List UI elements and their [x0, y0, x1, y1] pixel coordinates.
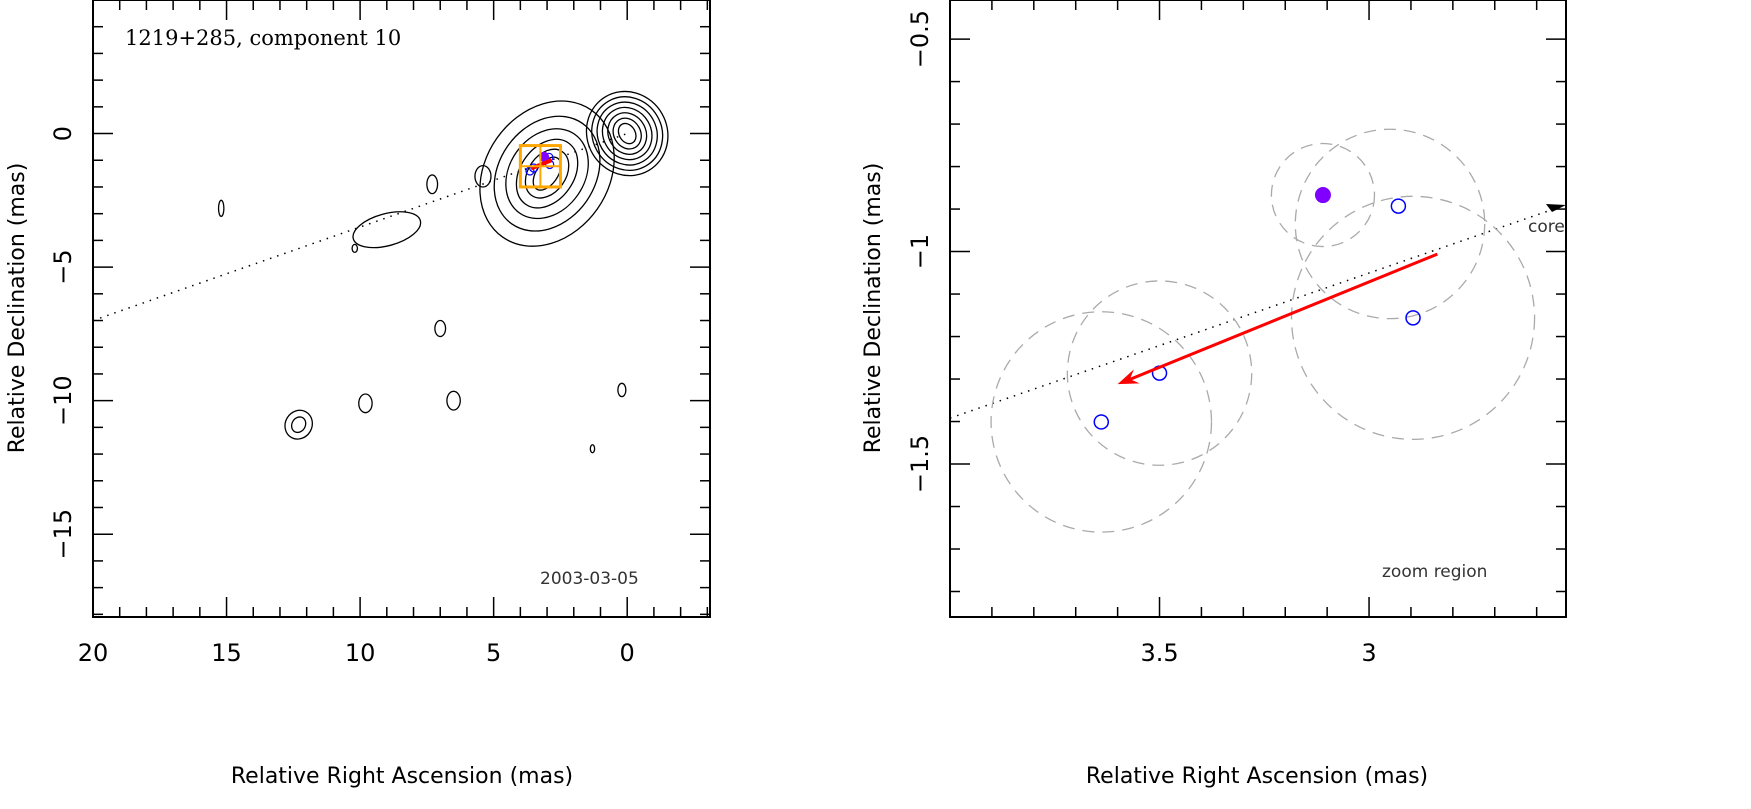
- contour: [358, 393, 373, 414]
- x-tick-label: 0: [620, 639, 635, 667]
- contour: [505, 128, 589, 220]
- contour: [493, 115, 601, 232]
- contour: [589, 444, 596, 454]
- right-panel: 3.5 3 −0.5 −1 −1.5: [906, 0, 1567, 667]
- y-tick-label: −0.5: [906, 10, 934, 68]
- y-tick-label: 0: [49, 126, 77, 141]
- contour: [591, 96, 664, 171]
- component-purple: [539, 151, 550, 162]
- y-tick-label: −10: [49, 375, 77, 426]
- y-tick-label: −1: [906, 234, 934, 269]
- contour: [585, 90, 669, 177]
- contour: [479, 100, 615, 247]
- x-tick-label: 20: [78, 639, 109, 667]
- core-label: core: [1528, 217, 1565, 237]
- y-tick-label: −5: [49, 249, 77, 284]
- blue-component-point: [1093, 414, 1110, 430]
- contour: [515, 138, 579, 209]
- y-tick-label: −1.5: [906, 435, 934, 493]
- contour: [351, 243, 359, 254]
- plot-frame: [949, 0, 1567, 618]
- contour: [426, 174, 439, 195]
- x-tick-label: 15: [211, 639, 242, 667]
- left-ylabel: Relative Declination (mas): [5, 163, 30, 454]
- x-tick-label: 5: [486, 639, 501, 667]
- y-tick-label: −15: [49, 509, 77, 560]
- contour: [612, 117, 642, 150]
- left-xlabel: Relative Right Ascension (mas): [231, 764, 573, 789]
- motion-arrow: [1125, 252, 1438, 383]
- zoom-region-label: zoom region: [1382, 562, 1487, 582]
- contour: [524, 148, 570, 199]
- core-direction-line: [949, 204, 1567, 419]
- contour: [474, 164, 492, 188]
- contour: [290, 416, 307, 434]
- purple-component-point: [1314, 187, 1331, 204]
- contour: [617, 382, 627, 398]
- contour: [446, 390, 461, 411]
- blue-component-point: [1390, 198, 1407, 214]
- motion-arrow-head: [1117, 369, 1140, 385]
- error-circle: [1290, 195, 1536, 441]
- right-ylabel: Relative Declination (mas): [861, 163, 886, 454]
- x-tick-label: 10: [345, 639, 376, 667]
- plot-frame: [92, 0, 711, 618]
- contour: [217, 199, 225, 218]
- error-circle: [1270, 142, 1376, 248]
- contour: [434, 319, 447, 338]
- core-arrow-head: [1546, 204, 1566, 212]
- contour: [284, 409, 314, 440]
- error-circle: [990, 311, 1213, 533]
- error-circle: [1294, 128, 1486, 320]
- right-xlabel: Relative Right Ascension (mas): [1086, 764, 1428, 789]
- contour: [607, 112, 648, 155]
- contour: [352, 211, 422, 249]
- x-tick-label: 3.5: [1140, 639, 1178, 667]
- contour: [617, 122, 637, 145]
- blue-component-point: [1405, 310, 1421, 326]
- left-panel: 20 15 10 5 0 0 −5 −10 −15: [49, 0, 711, 667]
- contour: [601, 106, 653, 161]
- left-date: 2003-03-05: [540, 569, 639, 589]
- x-tick-label: 3: [1361, 639, 1376, 667]
- left-title: 1219+285, component 10: [125, 26, 401, 50]
- error-circle: [1066, 280, 1253, 466]
- contour: [596, 101, 658, 166]
